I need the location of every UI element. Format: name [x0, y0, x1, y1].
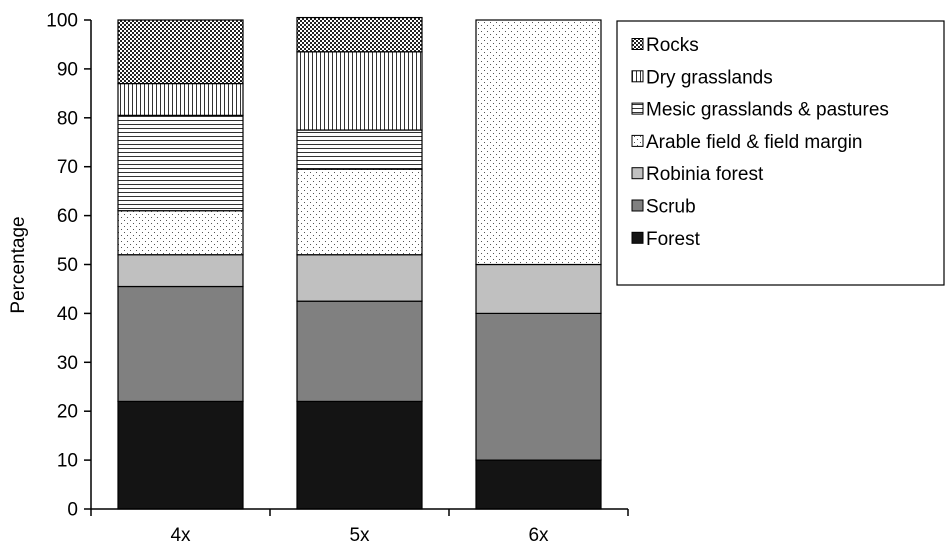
legend-label-robinia-forest: Robinia forest [646, 164, 764, 185]
bar-segment-arable-field-field-margin-4x [117, 210, 244, 256]
legend-item-rocks: Rocks [631, 35, 699, 56]
axes-layer: 0 10 20 30 40 50 60 70 80 90 100 4x 5x 6x [46, 11, 629, 546]
legend-item-dry-grasslands: Dry grasslands [631, 67, 773, 88]
bars-layer [117, 16, 602, 510]
bar-segment-arable-field-field-margin-6x [475, 19, 602, 266]
bar-segment-scrub-5x [296, 300, 423, 403]
legend-label-dry-grasslands: Dry grasslands [646, 67, 773, 88]
y-tick-label: 50 [57, 255, 78, 276]
bar-segment-forest-5x [296, 400, 423, 510]
bar-segment-rocks-4x [117, 19, 244, 85]
legend-label-forest: Forest [646, 229, 701, 250]
y-axis-title: Percentage [8, 216, 29, 313]
legend-label-rocks: Rocks [646, 35, 699, 56]
y-tick-label: 0 [67, 500, 78, 521]
y-tick-label: 30 [57, 353, 78, 374]
bar-segment-mesic-grasslands-pastures-4x [117, 114, 244, 212]
bar-segment-robinia-forest-6x [475, 263, 602, 315]
legend-item-robinia-forest: Robinia forest [631, 164, 764, 185]
x-tick-label: 4x [170, 525, 191, 546]
bar-segment-robinia-forest-4x [117, 254, 244, 288]
legend: Rocks Dry grasslands Mesic grasslands & pa… [616, 20, 945, 286]
legend-label-arable-field-field-margin: Arable field & field margin [646, 132, 863, 153]
legend-swatch-rocks [631, 38, 644, 50]
legend-swatch-forest [631, 231, 644, 244]
y-tick-label: 80 [57, 108, 78, 129]
y-tick-label: 10 [57, 451, 78, 472]
legend-box [616, 20, 945, 286]
legend-label-mesic-grasslands-pastures: Mesic grasslands & pastures [646, 100, 889, 121]
y-tick-label: 70 [57, 157, 78, 178]
bar-segment-scrub-6x [475, 312, 602, 461]
bar-segment-rocks-5x [296, 16, 423, 53]
y-tick-label: 100 [46, 11, 78, 32]
bar-segment-mesic-grasslands-pastures-5x [296, 129, 423, 170]
bar-segment-dry-grasslands-5x [296, 51, 423, 131]
legend-swatch-dry-grasslands [631, 70, 644, 83]
bar-segment-arable-field-field-margin-5x [296, 168, 423, 256]
legend-swatch-robinia-forest [631, 167, 644, 180]
bar-segment-dry-grasslands-4x [117, 82, 244, 116]
legend-item-arable-field-field-margin: Arable field & field margin [631, 132, 863, 153]
y-tick-label: 40 [57, 304, 78, 325]
legend-item-forest: Forest [631, 229, 701, 250]
legend-label-scrub: Scrub [646, 197, 696, 218]
y-tick-label: 60 [57, 206, 78, 227]
y-tick-label: 90 [57, 59, 78, 80]
bar-segment-forest-6x [475, 459, 602, 510]
legend-swatch-arable-field-field-margin [631, 134, 644, 147]
x-tick-label: 5x [349, 525, 370, 546]
x-tick-label: 6x [528, 525, 549, 546]
legend-item-scrub: Scrub [631, 197, 696, 218]
bar-segment-robinia-forest-5x [296, 254, 423, 302]
legend-swatch-scrub [631, 199, 644, 212]
legend-item-mesic-grasslands-pastures: Mesic grasslands & pastures [631, 100, 889, 121]
y-tick-label: 20 [57, 402, 78, 423]
legend-swatch-mesic-grasslands-pastures [631, 102, 644, 115]
bar-segment-forest-4x [117, 400, 244, 510]
bar-segment-scrub-4x [117, 285, 244, 403]
